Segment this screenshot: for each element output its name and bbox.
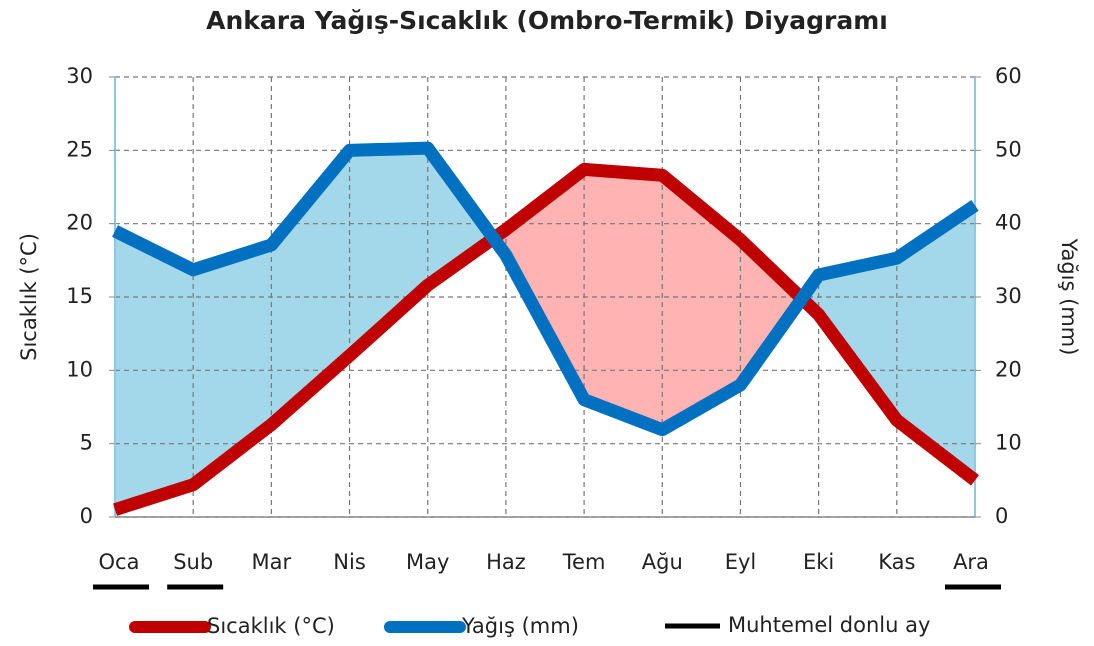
- series-line: [113, 162, 979, 516]
- legend-label: Yağış (mm): [461, 614, 579, 638]
- x-tick-label: Oca: [99, 550, 140, 574]
- x-tick-label: Ağu: [642, 550, 683, 574]
- y-tick-label: 30: [66, 64, 93, 88]
- y-tick-label: 10: [66, 357, 93, 381]
- x-tick-label: Kas: [878, 550, 915, 574]
- y-tick-label: 15: [66, 284, 93, 308]
- y-tick-label: 0: [80, 504, 93, 528]
- y2-tick-label: 50: [995, 137, 1022, 161]
- y-axis-label: Sıcaklık (°C): [17, 233, 41, 361]
- y2-tick-label: 10: [995, 431, 1022, 455]
- y2-tick-label: 20: [995, 357, 1022, 381]
- x-tick-label: May: [406, 550, 449, 574]
- x-tick-label: Eyl: [725, 550, 757, 574]
- series-line: [112, 141, 979, 437]
- x-tick-label: Mar: [252, 550, 292, 574]
- y-tick-label: 25: [66, 137, 93, 161]
- x-tick-label: Ara: [953, 550, 989, 574]
- y-tick-label: 5: [80, 431, 93, 455]
- x-tick-label: Tem: [562, 550, 606, 574]
- x-tick-label: Nis: [333, 550, 365, 574]
- y2-tick-label: 30: [995, 284, 1022, 308]
- y-tick-label: 20: [66, 211, 93, 235]
- legend-label: Sıcaklık (°C): [207, 614, 335, 638]
- x-tick-label: Sub: [173, 550, 213, 574]
- chart-title: Ankara Yağış-Sıcaklık (Ombro-Termik) Diy…: [206, 6, 888, 35]
- legend-label: Muhtemel donlu ay: [728, 613, 930, 637]
- y2-tick-label: 40: [995, 211, 1022, 235]
- y2-tick-label: 60: [995, 64, 1022, 88]
- x-tick-label: Eki: [803, 550, 834, 574]
- y2-axis-label: Yağış (mm): [1057, 238, 1081, 356]
- x-tick-label: Haz: [486, 550, 526, 574]
- y2-tick-label: 0: [995, 504, 1008, 528]
